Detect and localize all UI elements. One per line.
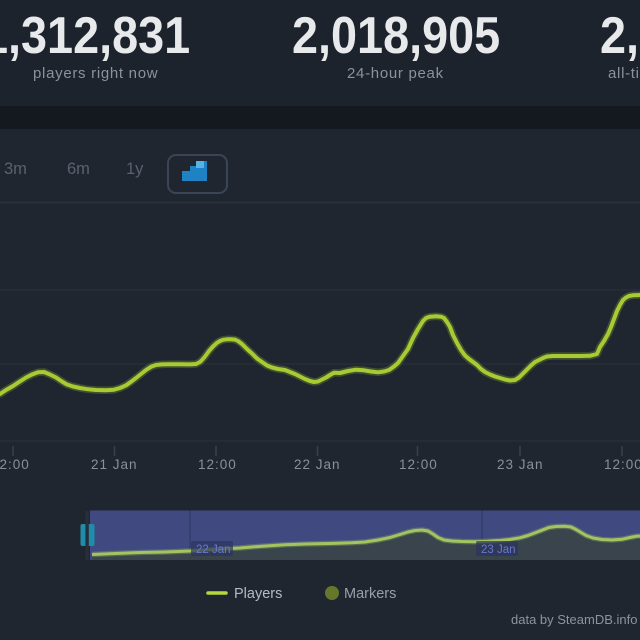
svg-text:22 Jan: 22 Jan xyxy=(196,544,231,556)
svg-text:Markers: Markers xyxy=(344,586,396,602)
svg-text:23 Jan: 23 Jan xyxy=(481,544,516,556)
svg-text:Players: Players xyxy=(234,586,282,602)
